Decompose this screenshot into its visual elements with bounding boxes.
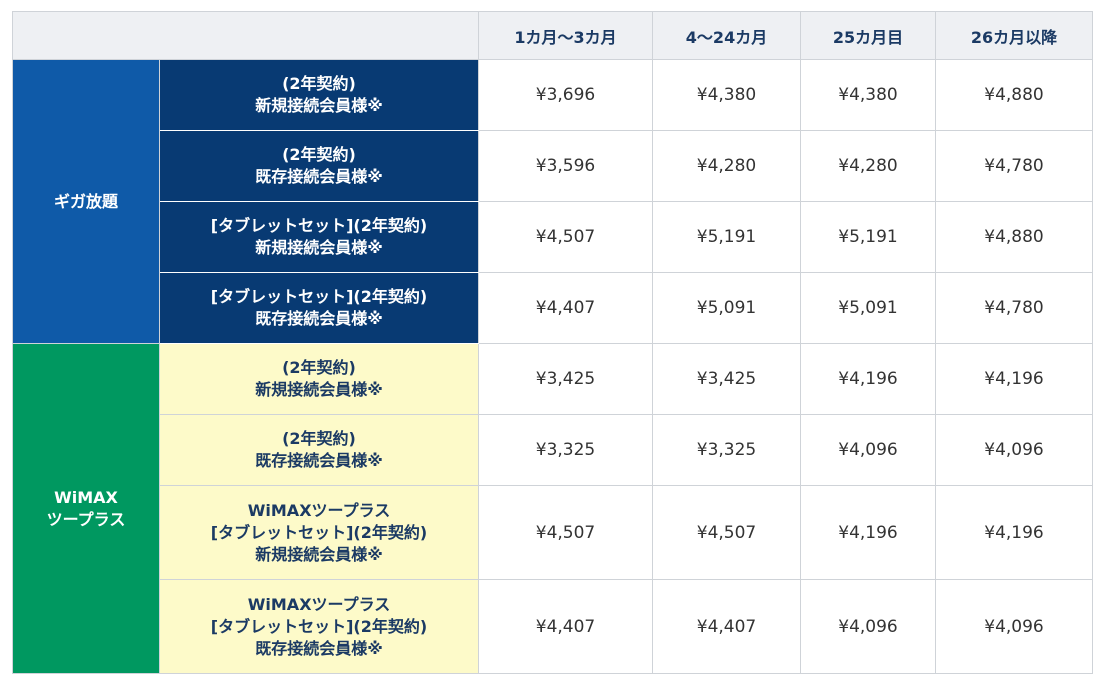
price-cell: ¥3,425 — [478, 343, 653, 415]
plan-label: (2年契約) 新規接続会員様※ — [159, 59, 479, 131]
price-cell: ¥4,880 — [935, 201, 1093, 273]
table-row: WiMAX ツープラス (2年契約) 新規接続会員様※ ¥3,425 ¥3,42… — [12, 343, 1093, 674]
price-cell: ¥4,780 — [935, 272, 1093, 344]
price-cell: ¥4,507 — [478, 201, 653, 273]
plan-label: WiMAXツープラス [タブレットセット](2年契約) 既存接続会員様※ — [159, 579, 479, 674]
price-cell: ¥5,091 — [800, 272, 936, 344]
price-cell: ¥4,096 — [800, 414, 936, 486]
price-cell: ¥3,325 — [478, 414, 653, 486]
table-row: (2年契約) 既存接続会員様※ ¥3,325 ¥3,325 ¥4,096 ¥4,… — [13, 414, 1093, 486]
price-cell: ¥3,596 — [478, 130, 653, 202]
col-header-4: 26カ月以降 — [935, 11, 1093, 60]
price-cell: ¥4,407 — [478, 579, 653, 674]
group-label-wimax: WiMAX ツープラス — [12, 343, 160, 674]
plan-label: [タブレットセット](2年契約) 既存接続会員様※ — [159, 272, 479, 344]
col-header-2: 4〜24カ月 — [652, 11, 801, 60]
price-cell: ¥3,696 — [478, 59, 653, 131]
price-table: 1カ月〜3カ月 4〜24カ月 25カ月目 26カ月以降 ギガ放題 (2年契約) … — [12, 11, 1093, 674]
plan-label: WiMAXツープラス [タブレットセット](2年契約) 新規接続会員様※ — [159, 485, 479, 580]
header-corner — [12, 11, 479, 60]
plan-label: (2年契約) 既存接続会員様※ — [159, 130, 479, 202]
price-cell: ¥4,196 — [800, 485, 936, 580]
price-cell: ¥5,191 — [800, 201, 936, 273]
plan-label: (2年契約) 既存接続会員様※ — [159, 414, 479, 486]
price-cell: ¥4,280 — [800, 130, 936, 202]
price-cell: ¥4,780 — [935, 130, 1093, 202]
table-row: ギガ放題 (2年契約) 新規接続会員様※ ¥3,696 ¥4,380 ¥4,38… — [12, 59, 1093, 344]
col-header-3: 25カ月目 — [800, 11, 936, 60]
price-cell: ¥4,507 — [478, 485, 653, 580]
price-cell: ¥4,507 — [652, 485, 801, 580]
price-cell: ¥4,407 — [652, 579, 801, 674]
price-cell: ¥5,191 — [652, 201, 801, 273]
table-row: [タブレットセット](2年契約) 新規接続会員様※ ¥4,507 ¥5,191 … — [13, 201, 1093, 273]
price-cell: ¥4,096 — [800, 579, 936, 674]
price-cell: ¥4,096 — [935, 579, 1093, 674]
header-row: 1カ月〜3カ月 4〜24カ月 25カ月目 26カ月以降 — [12, 11, 1093, 60]
price-cell: ¥3,325 — [652, 414, 801, 486]
price-cell: ¥4,407 — [478, 272, 653, 344]
col-header-1: 1カ月〜3カ月 — [478, 11, 653, 60]
table-row: [タブレットセット](2年契約) 既存接続会員様※ ¥4,407 ¥5,091 … — [13, 272, 1093, 344]
table-row: WiMAXツープラス [タブレットセット](2年契約) 新規接続会員様※ ¥4,… — [13, 485, 1093, 580]
price-cell: ¥4,380 — [800, 59, 936, 131]
price-cell: ¥4,096 — [935, 414, 1093, 486]
table-row: (2年契約) 既存接続会員様※ ¥3,596 ¥4,280 ¥4,280 ¥4,… — [13, 130, 1093, 202]
plan-label: [タブレットセット](2年契約) 新規接続会員様※ — [159, 201, 479, 273]
table-row: WiMAXツープラス [タブレットセット](2年契約) 既存接続会員様※ ¥4,… — [13, 579, 1093, 674]
price-cell: ¥4,196 — [800, 343, 936, 415]
price-cell: ¥4,196 — [935, 485, 1093, 580]
group-label-giga: ギガ放題 — [12, 59, 160, 344]
price-cell: ¥4,280 — [652, 130, 801, 202]
plan-label: (2年契約) 新規接続会員様※ — [159, 343, 479, 415]
price-cell: ¥3,425 — [652, 343, 801, 415]
price-cell: ¥4,380 — [652, 59, 801, 131]
price-cell: ¥4,196 — [935, 343, 1093, 415]
price-cell: ¥5,091 — [652, 272, 801, 344]
price-cell: ¥4,880 — [935, 59, 1093, 131]
